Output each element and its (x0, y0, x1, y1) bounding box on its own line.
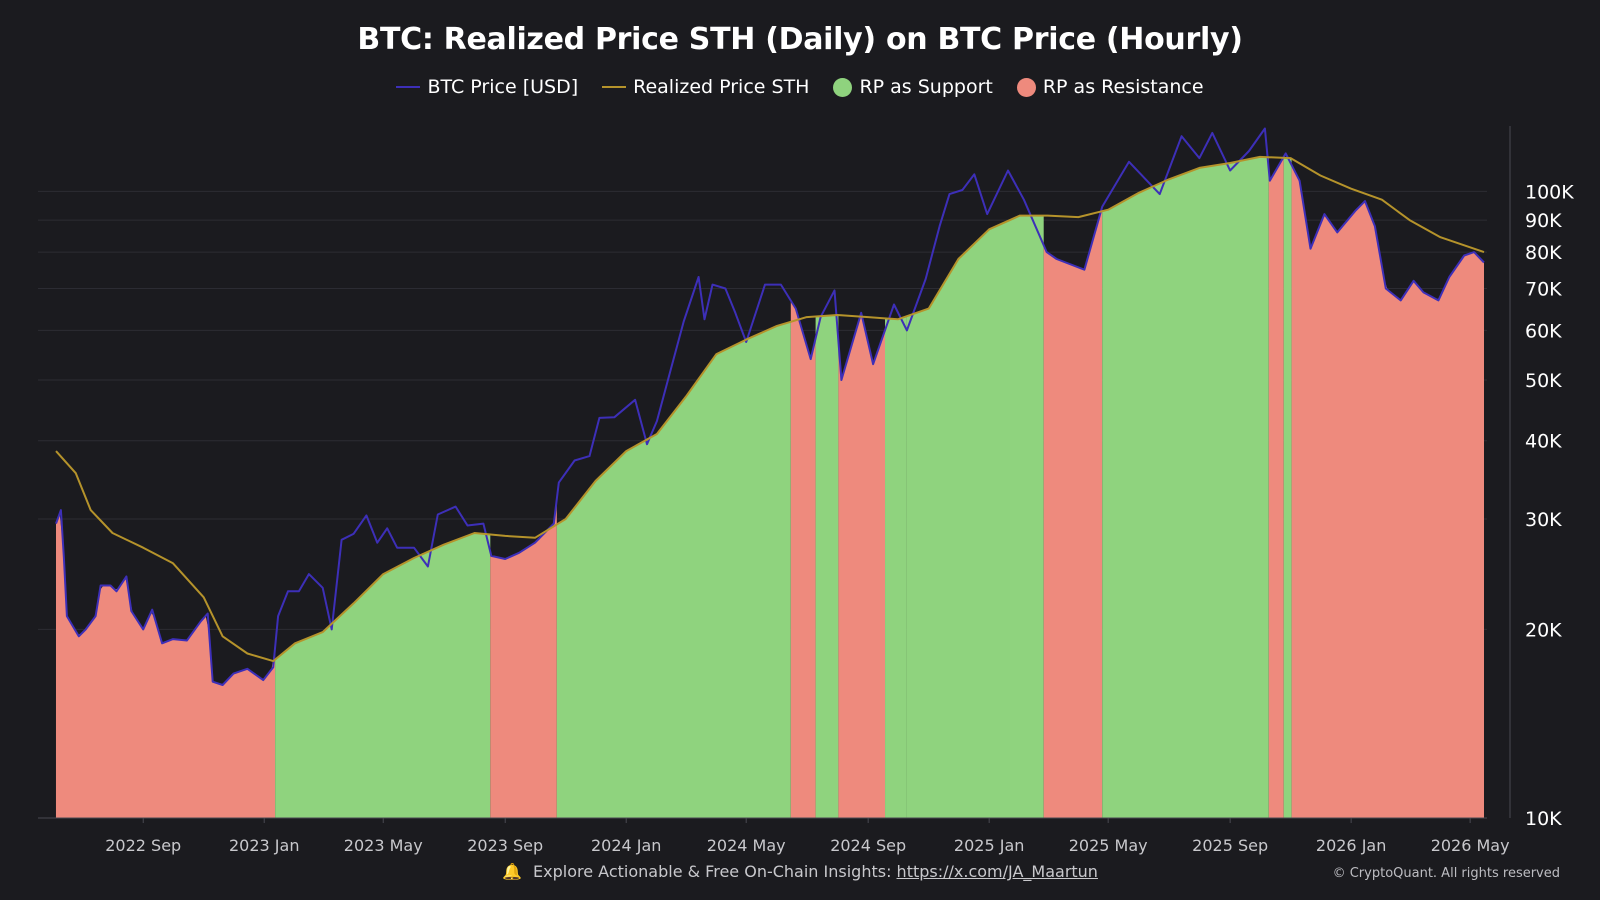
copyright: © CryptoQuant. All rights reserved (1332, 866, 1560, 881)
region-support-12 (1283, 157, 1292, 818)
legend-swatch-support (833, 77, 853, 97)
region-support-5 (815, 315, 839, 818)
legend-swatch-realized-price (602, 86, 627, 88)
chart-title: BTC: Realized Price STH (Daily) on BTC P… (357, 22, 1243, 57)
legend-item-btc-price[interactable]: BTC Price [USD] (396, 76, 578, 98)
footer-link[interactable]: https://x.com/JA_Maartun (896, 862, 1098, 881)
x-tick-label: 2025 Sep (1192, 836, 1268, 855)
y-tick-label: 10K (1525, 808, 1562, 830)
legend-label-resistance: RP as Resistance (1042, 76, 1204, 98)
footer: 🔔 Explore Actionable & Free On-Chain Ins… (0, 862, 1600, 881)
region-resistance-2 (490, 498, 557, 818)
x-tick-label: 2024 May (707, 836, 786, 855)
x-tick-label: 2026 May (1431, 836, 1510, 855)
y-tick-label: 20K (1525, 619, 1562, 641)
footer-text: Explore Actionable & Free On-Chain Insig… (533, 862, 892, 881)
y-tick-label: 90K (1525, 210, 1562, 232)
region-resistance-0 (55, 513, 276, 818)
x-tick-label: 2023 Jan (229, 836, 299, 855)
x-tick-label: 2024 Sep (830, 836, 906, 855)
y-tick-label: 40K (1525, 431, 1562, 453)
y-tick-label: 60K (1525, 320, 1562, 342)
x-tick-label: 2025 Jan (954, 836, 1024, 855)
legend-label-btc-price: BTC Price [USD] (427, 76, 579, 98)
region-support-10 (1102, 157, 1269, 818)
y-tick-label: 100K (1525, 181, 1574, 203)
region-resistance-6 (838, 313, 885, 818)
region-support-7 (885, 316, 907, 818)
legend-item-resistance[interactable]: RP as Resistance (1016, 76, 1204, 98)
series-line-realized-price (55, 155, 1485, 663)
y-tick-label: 80K (1525, 242, 1562, 264)
bell-icon: 🔔 (502, 862, 522, 881)
legend-label-support: RP as Support (859, 76, 993, 98)
y-tick-label: 50K (1525, 370, 1562, 392)
legend-item-realized-price[interactable]: Realized Price STH (602, 76, 809, 98)
legend-label-realized-price: Realized Price STH (633, 76, 810, 98)
y-tick-label: 30K (1525, 509, 1562, 531)
x-tick-label: 2025 May (1069, 836, 1148, 855)
region-support-8 (906, 215, 1044, 819)
x-tick-label: 2024 Jan (591, 836, 661, 855)
x-tick-label: 2026 Jan (1316, 836, 1386, 855)
series-line-btc-price (55, 127, 1485, 686)
region-resistance-9 (1043, 206, 1103, 819)
region-resistance-13 (1291, 164, 1484, 819)
region-support-3 (556, 321, 791, 818)
x-tick-label: 2023 Sep (467, 836, 543, 855)
region-resistance-4 (790, 300, 816, 818)
chart-legend: BTC Price [USD] Realized Price STH RP as… (0, 76, 1600, 98)
y-tick-label: 70K (1525, 278, 1562, 300)
x-tick-label: 2022 Sep (105, 836, 181, 855)
legend-item-support[interactable]: RP as Support (833, 76, 993, 98)
region-support-1 (275, 533, 491, 818)
x-tick-label: 2023 May (344, 836, 423, 855)
legend-swatch-btc-price (396, 86, 421, 88)
region-resistance-11 (1268, 156, 1284, 819)
legend-swatch-resistance (1016, 77, 1036, 97)
